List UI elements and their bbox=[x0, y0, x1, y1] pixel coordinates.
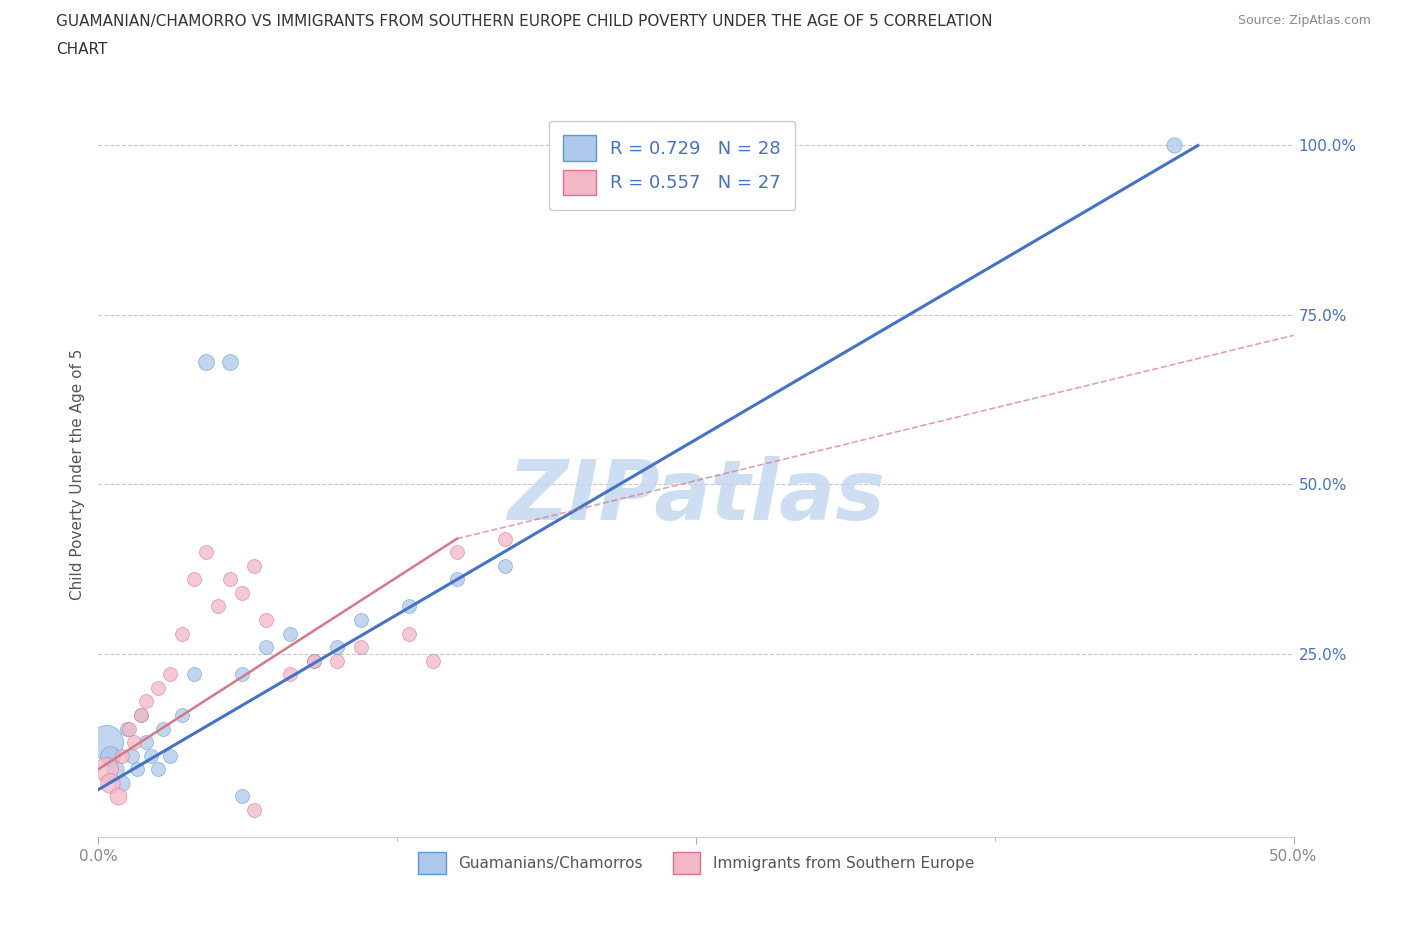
Point bbox=[326, 653, 349, 668]
Point bbox=[243, 558, 266, 573]
Point bbox=[172, 626, 194, 641]
Point bbox=[159, 667, 181, 682]
Point bbox=[148, 681, 170, 696]
Point bbox=[107, 789, 129, 804]
Point bbox=[148, 762, 170, 777]
Point bbox=[98, 776, 122, 790]
Point bbox=[118, 721, 141, 736]
Point bbox=[94, 735, 117, 750]
Point bbox=[494, 531, 516, 546]
Point bbox=[231, 789, 253, 804]
Point bbox=[422, 653, 444, 668]
Point bbox=[219, 355, 242, 370]
Legend: Guamanians/Chamorros, Immigrants from Southern Europe: Guamanians/Chamorros, Immigrants from So… bbox=[412, 846, 980, 880]
Point bbox=[94, 762, 117, 777]
Point bbox=[111, 749, 134, 764]
Point bbox=[350, 640, 373, 655]
Y-axis label: Child Poverty Under the Age of 5: Child Poverty Under the Age of 5 bbox=[69, 349, 84, 600]
Point bbox=[219, 572, 242, 587]
Point bbox=[446, 572, 468, 587]
Point bbox=[207, 599, 229, 614]
Point bbox=[124, 735, 146, 750]
Point bbox=[278, 667, 301, 682]
Point bbox=[125, 762, 148, 777]
Point bbox=[302, 653, 325, 668]
Text: CHART: CHART bbox=[56, 42, 108, 57]
Point bbox=[121, 749, 143, 764]
Point bbox=[183, 667, 205, 682]
Text: GUAMANIAN/CHAMORRO VS IMMIGRANTS FROM SOUTHERN EUROPE CHILD POVERTY UNDER THE AG: GUAMANIAN/CHAMORRO VS IMMIGRANTS FROM SO… bbox=[56, 14, 993, 29]
Point bbox=[254, 613, 277, 628]
Point bbox=[135, 694, 157, 709]
Point bbox=[231, 667, 253, 682]
Point bbox=[302, 653, 325, 668]
Point bbox=[446, 545, 468, 560]
Point bbox=[172, 708, 194, 723]
Point bbox=[398, 626, 420, 641]
Point bbox=[131, 708, 153, 723]
Point bbox=[111, 776, 134, 790]
Point bbox=[494, 558, 516, 573]
Text: Source: ZipAtlas.com: Source: ZipAtlas.com bbox=[1237, 14, 1371, 27]
Point bbox=[152, 721, 174, 736]
Point bbox=[350, 613, 373, 628]
Point bbox=[278, 626, 301, 641]
Point bbox=[243, 803, 266, 817]
Point bbox=[131, 708, 153, 723]
Point bbox=[231, 586, 253, 601]
Point bbox=[159, 749, 181, 764]
Point bbox=[115, 721, 138, 736]
Point bbox=[1163, 138, 1185, 153]
Point bbox=[195, 545, 218, 560]
Point bbox=[326, 640, 349, 655]
Point bbox=[254, 640, 277, 655]
Point bbox=[139, 749, 162, 764]
Text: ZIPatlas: ZIPatlas bbox=[508, 456, 884, 537]
Point bbox=[195, 355, 218, 370]
Point bbox=[98, 749, 122, 764]
Point bbox=[183, 572, 205, 587]
Point bbox=[398, 599, 420, 614]
Point bbox=[104, 762, 127, 777]
Point bbox=[135, 735, 157, 750]
